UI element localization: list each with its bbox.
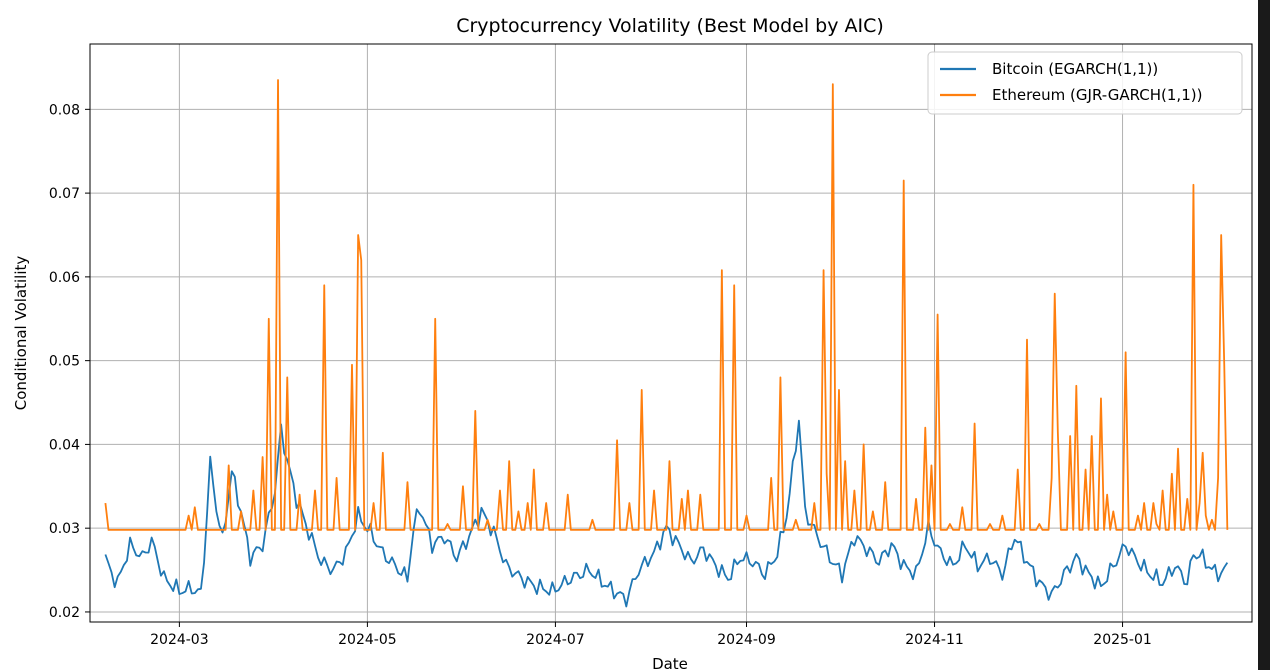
x-axis-ticks: 2024-03 2024-05 2024-07 2024-09 2024-11 2025-… bbox=[150, 622, 1152, 648]
legend-label-ethereum: Ethereum (GJR-GARCH(1,1)) bbox=[992, 86, 1202, 104]
plot-area-frame bbox=[89, 43, 1253, 623]
x-tick-label: 2025-01 bbox=[1093, 632, 1152, 648]
x-tick-label: 2024-11 bbox=[905, 632, 964, 648]
x-tick-label: 2024-03 bbox=[150, 632, 209, 648]
y-axis-ticks: 0.02 0.03 0.04 0.05 0.06 0.07 0.08 bbox=[49, 102, 90, 621]
y-tick-label: 0.08 bbox=[49, 102, 80, 118]
y-tick-label: 0.04 bbox=[49, 437, 80, 453]
y-axis-label: Conditional Volatility bbox=[12, 256, 30, 411]
y-tick-label: 0.05 bbox=[49, 354, 80, 370]
series-line-ethereum bbox=[104, 79, 1229, 531]
y-tick-label: 0.03 bbox=[49, 521, 80, 537]
series-lines bbox=[104, 79, 1229, 608]
y-tick-label: 0.02 bbox=[49, 605, 80, 621]
legend: Bitcoin (EGARCH(1,1)) Ethereum (GJR-GARC… bbox=[927, 51, 1243, 115]
x-tick-label: 2024-07 bbox=[526, 632, 585, 648]
legend-box bbox=[927, 51, 1243, 115]
x-tick-label: 2024-09 bbox=[717, 632, 776, 648]
legend-label-bitcoin: Bitcoin (EGARCH(1,1)) bbox=[992, 60, 1158, 78]
x-tick-label: 2024-05 bbox=[338, 632, 397, 648]
x-axis-label: Date bbox=[652, 655, 688, 670]
chart-title: Cryptocurrency Volatility (Best Model by… bbox=[456, 15, 884, 37]
y-tick-label: 0.07 bbox=[49, 186, 80, 202]
window-edge bbox=[1258, 0, 1270, 670]
y-tick-label: 0.06 bbox=[49, 270, 80, 286]
